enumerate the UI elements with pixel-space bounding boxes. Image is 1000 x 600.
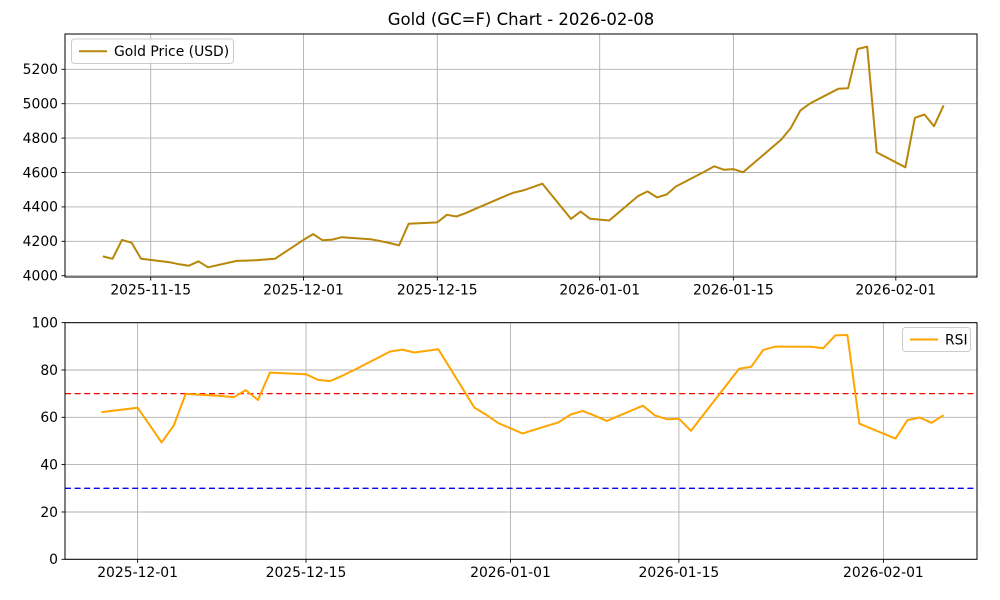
plot-border (64, 322, 978, 560)
x-tick-label: 2026-01-15 (693, 283, 774, 299)
rsi-chart: 2025-12-01 2025-12-15 2026-01-01 2026-01-15… (31, 315, 978, 581)
y-tick-label: 5000 (23, 97, 58, 113)
y-tick-label: 0 (49, 552, 58, 568)
x-tick-label: 2025-12-01 (97, 565, 178, 581)
y-tick-label: 80 (40, 363, 58, 379)
plot-border (64, 33, 978, 278)
x-tick-label: 2025-12-15 (266, 565, 347, 581)
y-tick-label: 20 (40, 505, 58, 521)
x-tick-label: 2026-01-15 (639, 565, 720, 581)
rsi-line (101, 334, 945, 444)
y-tick-label: 100 (31, 315, 58, 331)
legend-box (71, 38, 234, 64)
y-tick-label: 4200 (23, 234, 58, 250)
x-tick-label: 2026-01-01 (470, 565, 551, 581)
legend-label: RSI (945, 332, 968, 348)
y-tick-label: 4800 (23, 131, 58, 147)
y-tick-label: 4600 (23, 165, 58, 181)
y-tick-label: 60 (40, 410, 58, 426)
x-tick-label: 2025-11-15 (110, 283, 191, 299)
x-tick-label: 2026-02-01 (843, 565, 924, 581)
y-tick-label: 5200 (23, 62, 58, 78)
x-tick-label: 2025-12-01 (263, 283, 344, 299)
legend-label: Gold Price (USD) (114, 44, 229, 60)
gold-price-chart: 2025-11-15 2025-12-01 2025-12-15 2026-01-01… (23, 33, 978, 299)
y-tick-label: 40 (40, 457, 58, 473)
x-tick-label: 2026-01-01 (559, 283, 640, 299)
figure-title: Gold (GC=F) Chart - 2026-02-08 (388, 10, 655, 29)
x-tick-label: 2025-12-15 (397, 283, 478, 299)
y-tick-label: 4400 (23, 200, 58, 216)
y-tick-label: 4000 (23, 269, 58, 285)
x-tick-label: 2026-02-01 (855, 283, 936, 299)
gold-price-line (102, 45, 945, 269)
